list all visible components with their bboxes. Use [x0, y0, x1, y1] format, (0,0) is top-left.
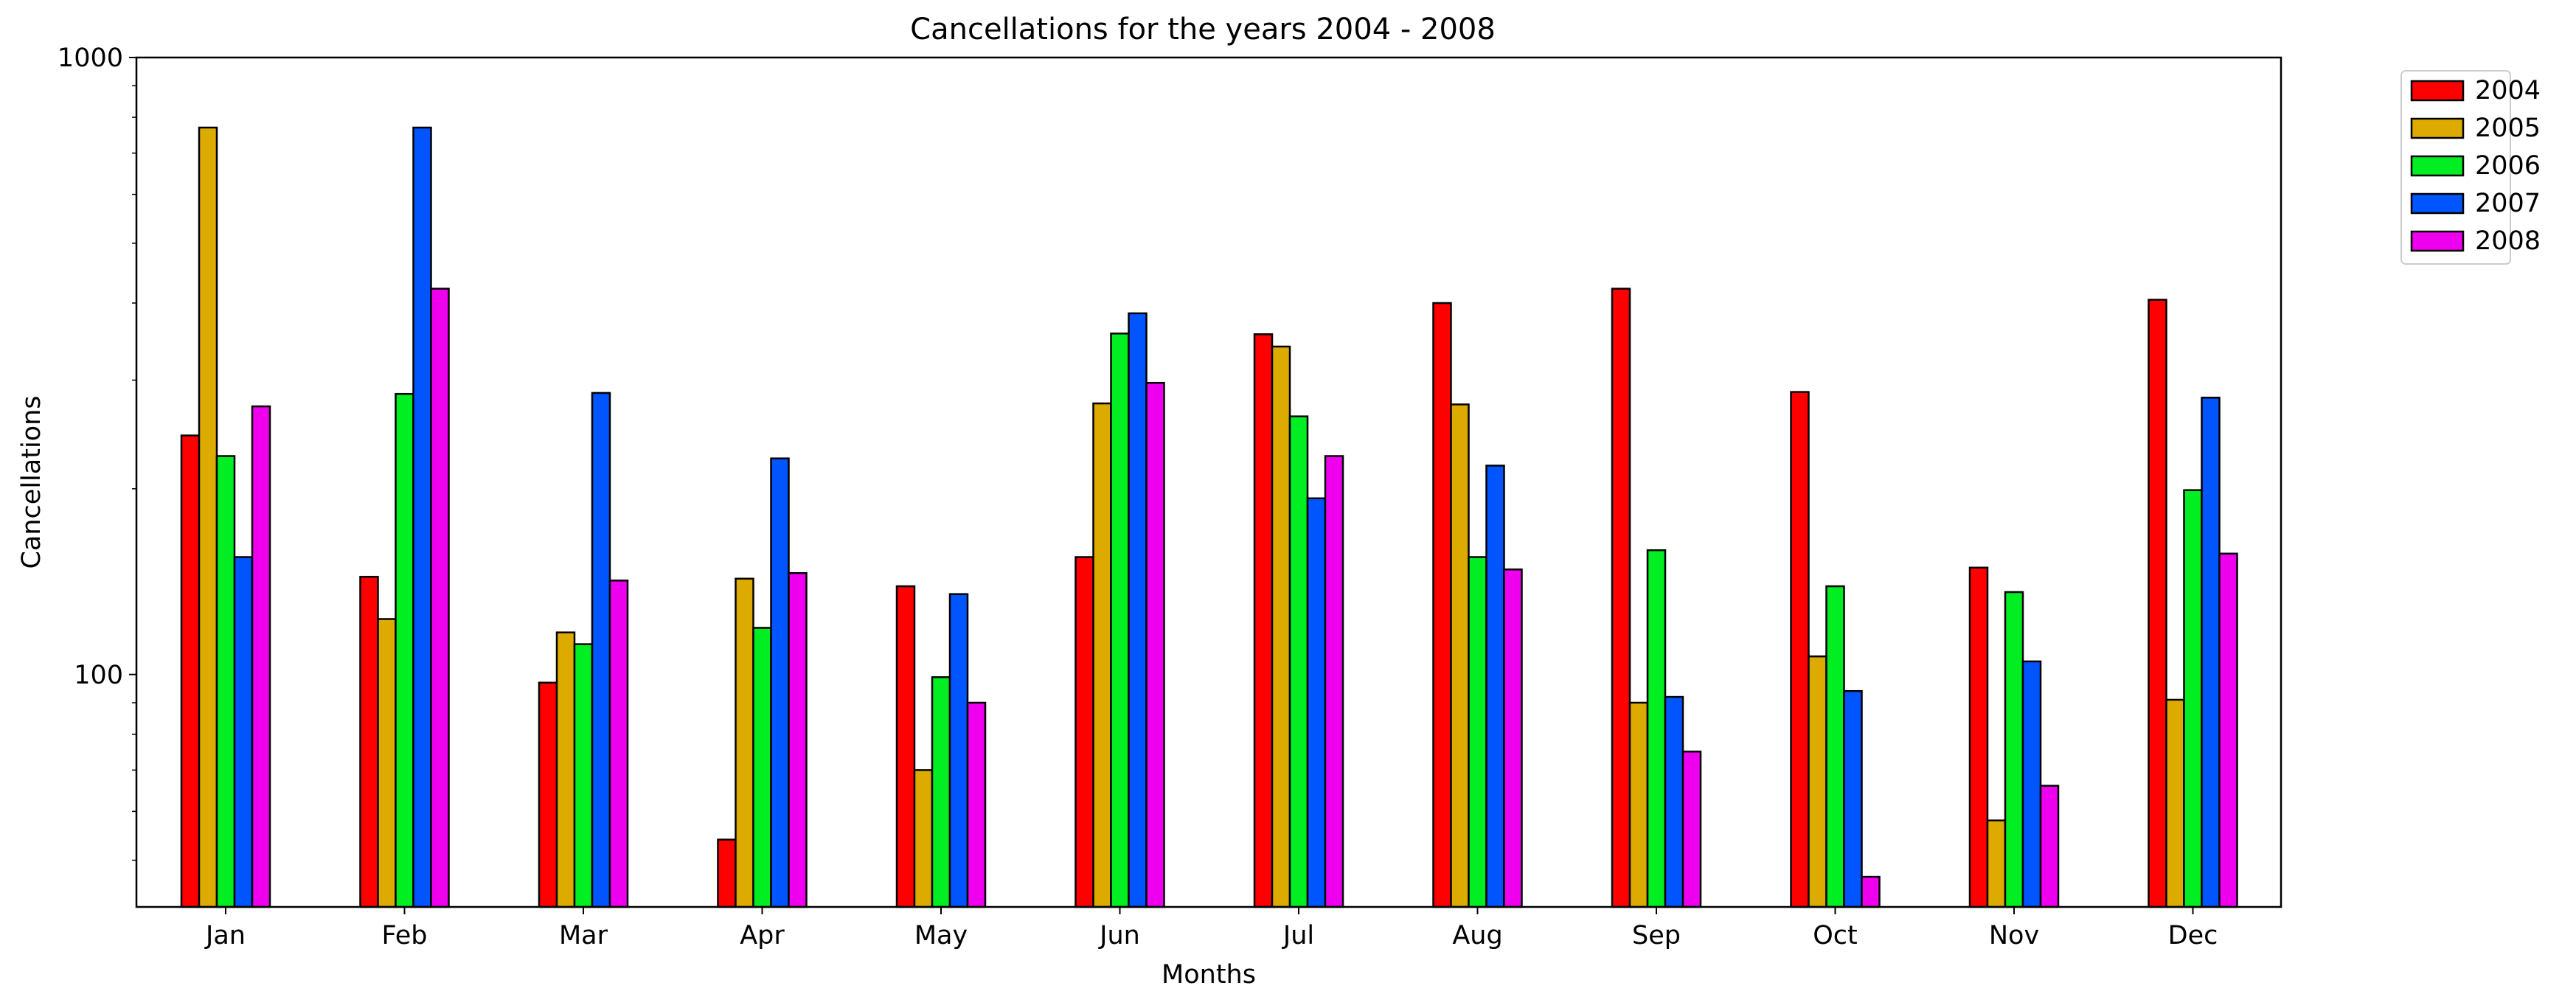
- legend-swatch-2005: [2410, 117, 2465, 139]
- bar-feb-2007: [412, 126, 432, 908]
- bar-aug-2008: [1503, 568, 1523, 908]
- bar-aug-2004: [1432, 302, 1452, 908]
- chart-title: Cancellations for the years 2004 - 2008: [910, 13, 1496, 46]
- bar-aug-2005: [1450, 403, 1470, 908]
- legend: 2004 2005 2006 2007 2008: [2400, 70, 2541, 265]
- bar-jan-2005: [198, 126, 218, 908]
- bars-group: [180, 126, 2238, 908]
- bar-nov-2008: [2039, 785, 2060, 908]
- legend-label-2007: 2007: [2475, 189, 2541, 218]
- y-axis: 100 1000: [58, 44, 136, 861]
- bar-sep-2008: [1681, 751, 1702, 908]
- bar-jul-2006: [1288, 415, 1309, 908]
- bar-apr-2008: [788, 571, 808, 908]
- y-tick-label: 1000: [58, 44, 123, 73]
- x-tick-label: Oct: [1813, 921, 1858, 950]
- bar-dec-2004: [2148, 299, 2167, 908]
- bar-apr-2007: [770, 457, 790, 908]
- x-tick-label: May: [914, 921, 968, 950]
- y-axis-label: Cancellations: [17, 395, 46, 568]
- x-tick-label: Mar: [559, 921, 608, 950]
- bar-jul-2005: [1271, 345, 1291, 908]
- bar-jan-2006: [215, 455, 236, 908]
- bar-jan-2007: [233, 556, 254, 908]
- x-tick-label: Feb: [382, 921, 428, 950]
- bar-may-2004: [895, 585, 916, 908]
- x-tick-label: Jun: [1098, 921, 1140, 950]
- x-tick-label: Sep: [1632, 921, 1681, 950]
- bar-aug-2007: [1485, 465, 1505, 908]
- legend-swatch-2007: [2410, 192, 2465, 215]
- bar-nov-2007: [2021, 660, 2042, 908]
- bar-jan-2008: [251, 405, 271, 908]
- x-tick-label: Jul: [1282, 921, 1314, 950]
- bar-oct-2005: [1808, 655, 1827, 908]
- bar-jun-2008: [1145, 381, 1165, 908]
- bar-oct-2007: [1843, 689, 1863, 908]
- x-tick-label: Jan: [204, 921, 246, 950]
- bar-mar-2005: [555, 631, 576, 908]
- bar-mar-2004: [538, 681, 558, 908]
- bar-aug-2006: [1468, 556, 1487, 908]
- bar-jul-2008: [1324, 455, 1344, 908]
- x-axis: Jan Feb Mar Apr May Jun Jul Aug Sep Oct Nov Dec: [204, 907, 2218, 950]
- x-tick-label: Nov: [1989, 921, 2039, 950]
- bar-nov-2004: [1968, 566, 1989, 908]
- bar-feb-2004: [359, 575, 379, 908]
- legend-label-2005: 2005: [2475, 114, 2541, 143]
- bar-feb-2005: [377, 618, 397, 908]
- bar-sep-2004: [1611, 288, 1631, 908]
- bar-jun-2006: [1110, 333, 1130, 908]
- x-tick-label: Apr: [740, 921, 785, 950]
- x-tick-label: Dec: [2168, 921, 2218, 950]
- bar-mar-2006: [573, 643, 594, 908]
- bar-apr-2004: [717, 838, 737, 908]
- bar-oct-2008: [1861, 875, 1881, 908]
- bar-dec-2005: [2165, 698, 2185, 908]
- bar-may-2005: [913, 769, 934, 908]
- plot-area-frame: [135, 56, 2282, 908]
- bar-sep-2006: [1646, 549, 1667, 908]
- legend-swatch-2006: [2410, 155, 2465, 177]
- bar-nov-2005: [1986, 819, 2007, 908]
- bar-feb-2008: [430, 288, 450, 908]
- bar-jul-2004: [1253, 333, 1274, 908]
- legend-label-2008: 2008: [2475, 226, 2541, 256]
- bar-jun-2004: [1075, 556, 1094, 908]
- bar-mar-2007: [591, 392, 611, 908]
- legend-swatch-2008: [2410, 230, 2465, 252]
- bar-jan-2004: [180, 434, 201, 908]
- bar-oct-2004: [1790, 391, 1810, 908]
- bar-may-2008: [966, 701, 987, 908]
- bar-sep-2005: [1628, 701, 1649, 908]
- bar-dec-2006: [2183, 489, 2203, 908]
- bar-oct-2006: [1825, 585, 1845, 908]
- legend-label-2006: 2006: [2475, 151, 2541, 181]
- bar-feb-2006: [395, 392, 414, 908]
- bar-jun-2007: [1128, 312, 1148, 908]
- bar-apr-2006: [752, 627, 772, 908]
- legend-label-2004: 2004: [2475, 76, 2541, 105]
- x-axis-label: Months: [1162, 960, 1256, 990]
- bar-jun-2005: [1092, 402, 1112, 908]
- bar-dec-2008: [2218, 552, 2238, 908]
- bar-sep-2007: [1664, 695, 1684, 908]
- bar-may-2007: [948, 593, 969, 908]
- y-tick-label: 100: [74, 661, 123, 690]
- x-tick-label: Aug: [1452, 921, 1502, 950]
- bar-nov-2006: [2004, 591, 2024, 908]
- bar-mar-2008: [608, 580, 629, 908]
- bar-apr-2005: [735, 577, 754, 908]
- legend-swatch-2004: [2410, 80, 2465, 102]
- bar-dec-2007: [2201, 397, 2221, 908]
- bar-may-2006: [931, 676, 951, 908]
- bar-jul-2007: [1306, 497, 1327, 908]
